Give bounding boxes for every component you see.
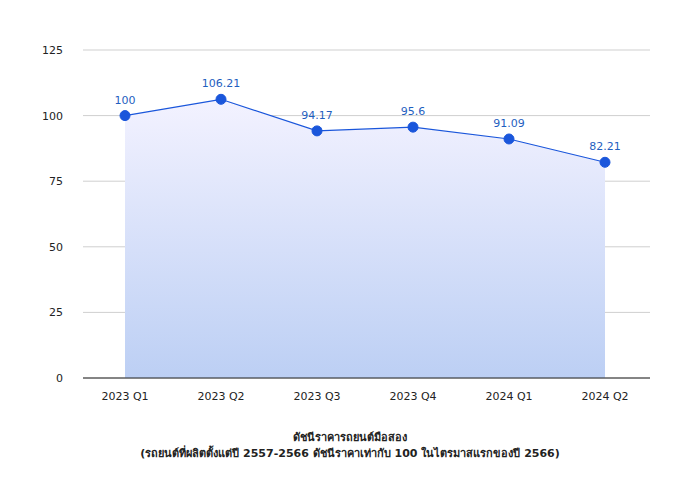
svg-text:106.21: 106.21 xyxy=(202,77,241,90)
svg-text:94.17: 94.17 xyxy=(301,109,333,122)
svg-text:2024 Q2: 2024 Q2 xyxy=(581,390,628,403)
svg-text:2023 Q3: 2023 Q3 xyxy=(293,390,340,403)
svg-text:82.21: 82.21 xyxy=(589,140,621,153)
svg-text:2023 Q2: 2023 Q2 xyxy=(197,390,244,403)
svg-text:2024 Q1: 2024 Q1 xyxy=(485,390,532,403)
svg-text:125: 125 xyxy=(42,44,63,57)
svg-text:75: 75 xyxy=(49,175,63,188)
svg-text:2023 Q4: 2023 Q4 xyxy=(389,390,436,403)
html-text:(รถยนต์ที่ผลิตตั้งแต่ปี 2557-2: (รถยนต์ที่ผลิตตั้งแต่ปี 2557-2566 ดัชนีร… xyxy=(140,447,560,460)
svg-text:2023 Q1: 2023 Q1 xyxy=(101,390,148,403)
svg-text:95.6: 95.6 xyxy=(401,105,426,118)
svg-text:100: 100 xyxy=(42,110,63,123)
svg-text:50: 50 xyxy=(49,241,63,254)
svg-text:91.09: 91.09 xyxy=(493,117,525,130)
svg-text:0: 0 xyxy=(56,372,63,385)
html-text:ดัชนีราคารถยนต์มือสอง: ดัชนีราคารถยนต์มือสอง xyxy=(293,431,407,444)
svg-text:100: 100 xyxy=(115,94,136,107)
svg-text:25: 25 xyxy=(49,306,63,319)
